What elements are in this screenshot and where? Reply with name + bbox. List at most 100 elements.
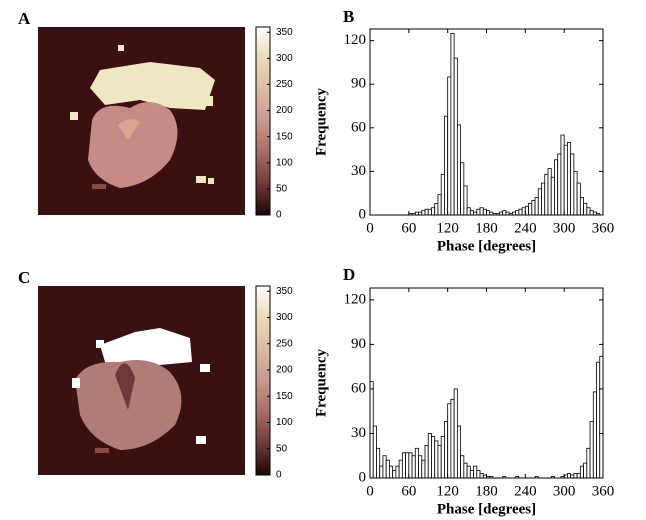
x-tick-label: 180: [475, 220, 498, 236]
bar: [395, 465, 400, 479]
x-tick-label: 240: [514, 220, 537, 236]
bar: [447, 403, 452, 479]
bar: [567, 141, 572, 216]
bar: [592, 391, 597, 479]
bar: [583, 462, 588, 479]
bar: [437, 444, 442, 479]
bar: [376, 447, 381, 479]
bar: [586, 207, 591, 216]
bar: [589, 421, 594, 479]
y-tick-label: 30: [351, 425, 366, 441]
tick-label: 200: [276, 105, 293, 116]
bar: [463, 185, 468, 216]
panel-label: B: [343, 7, 354, 26]
bar: [576, 182, 581, 216]
x-tick-label: 60: [401, 220, 416, 236]
bar: [466, 465, 471, 479]
tick-label: 150: [276, 391, 293, 402]
y-tick-label: 60: [351, 380, 366, 396]
bar: [518, 208, 523, 216]
y-tick-label: 60: [351, 119, 366, 135]
bar: [586, 447, 591, 479]
bar: [531, 200, 536, 216]
bar: [453, 388, 458, 479]
bar: [398, 459, 403, 479]
bar: [573, 473, 578, 479]
bar: [544, 173, 549, 216]
bar: [557, 153, 562, 216]
bar: [479, 207, 484, 216]
tick-label: 50: [276, 443, 288, 454]
bar: [579, 465, 584, 479]
tick-label: 150: [276, 131, 293, 142]
bar: [421, 459, 426, 479]
bar: [466, 207, 471, 216]
colorbar: [255, 285, 271, 476]
bar: [427, 433, 432, 479]
bar: [550, 176, 555, 216]
panel-label: A: [18, 9, 31, 28]
bar: [456, 124, 462, 216]
tick-label: 250: [276, 79, 293, 90]
bar: [440, 173, 445, 216]
bar: [502, 210, 507, 216]
bar: [463, 462, 468, 479]
bar: [596, 361, 601, 479]
bar: [547, 168, 552, 216]
y-tick-label: 0: [359, 206, 367, 222]
bar: [434, 440, 439, 479]
x-axis-label: Phase [degrees]: [437, 501, 536, 517]
x-axis-label: Phase [degrees]: [437, 238, 536, 254]
panel-label: C: [18, 268, 30, 287]
bar: [570, 153, 575, 216]
x-tick-label: 360: [592, 483, 615, 499]
bar: [476, 470, 481, 479]
x-tick-label: 60: [401, 483, 416, 499]
bar: [450, 398, 455, 479]
bar: [450, 32, 455, 216]
bar: [534, 197, 539, 216]
tick-label: 200: [276, 365, 293, 376]
colorbar: [255, 26, 271, 216]
bar: [385, 459, 390, 479]
bar: [444, 115, 449, 216]
bar: [554, 159, 559, 216]
bar: [411, 455, 416, 479]
bar: [444, 421, 449, 479]
y-tick-label: 30: [351, 163, 366, 179]
tick-label: 100: [276, 157, 293, 168]
bar: [427, 208, 432, 216]
bar: [541, 182, 546, 216]
y-axis-label: Frequency: [313, 348, 329, 417]
y-tick-label: 90: [351, 76, 366, 92]
phase-map-c: [38, 286, 245, 475]
bar: [434, 202, 439, 216]
x-tick-label: 360: [592, 220, 615, 236]
x-tick-label: 180: [475, 483, 498, 499]
bar: [469, 210, 474, 216]
bar: [563, 144, 568, 216]
y-tick-label: 90: [351, 336, 366, 352]
bar: [469, 470, 474, 479]
bar: [414, 447, 419, 479]
x-tick-label: 120: [436, 220, 459, 236]
x-tick-label: 240: [514, 483, 537, 499]
axes-box: [369, 287, 604, 479]
bar: [456, 425, 462, 479]
bar: [479, 473, 484, 479]
tick-label: 50: [276, 184, 288, 195]
bar: [440, 436, 445, 479]
y-axis-label: Frequency: [313, 87, 329, 156]
x-tick-label: 300: [553, 483, 576, 499]
bar: [573, 171, 578, 216]
bar: [421, 210, 426, 216]
bar: [583, 202, 588, 216]
tick-label: 250: [276, 338, 293, 349]
tick-label: 300: [276, 312, 293, 323]
bar: [579, 197, 584, 216]
tick-label: 300: [276, 53, 293, 64]
phase-map-a: [38, 27, 245, 215]
tick-label: 0: [276, 470, 282, 481]
bar: [437, 194, 442, 216]
